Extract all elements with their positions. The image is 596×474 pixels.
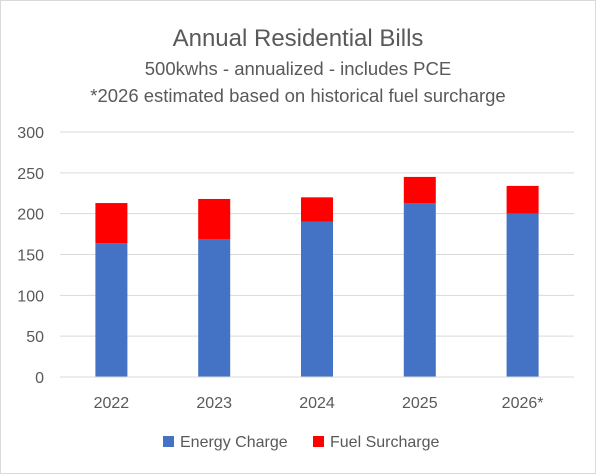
bar-fuel-surcharge-2026 (506, 185, 539, 214)
y-tick-label: 100 (17, 288, 44, 305)
y-tick-label: 250 (17, 166, 44, 183)
x-axis: 2022 2023 2024 2025 2026* (60, 376, 574, 412)
y-tick-label: 0 (35, 370, 44, 387)
chart-subtitle-line-1: 500kwhs - annualized - includes PCE (145, 58, 451, 79)
legend-item-fuel-surcharge: Fuel Surcharge (313, 434, 439, 451)
legend-swatch (163, 436, 174, 447)
chart-subtitle-line-2: *2026 estimated based on historical fuel… (90, 85, 505, 106)
bar-fuel-surcharge-2023 (198, 198, 231, 239)
bar-fuel-surcharge-2022 (95, 203, 128, 244)
bar-energy-charge-2022 (95, 243, 128, 377)
legend-swatch (313, 436, 324, 447)
y-tick-label: 200 (17, 207, 44, 224)
bar-energy-charge-2026 (506, 213, 539, 377)
bar-fuel-surcharge-2024 (301, 197, 333, 222)
y-tick-label: 300 (17, 125, 44, 142)
x-tick-label: 2024 (299, 395, 335, 412)
bar-fuel-surcharge-2025 (403, 176, 436, 204)
x-tick-label: 2023 (196, 395, 232, 412)
y-axis: 0 50 100 150 200 250 300 (17, 125, 44, 387)
bar-energy-charge-2024 (301, 221, 333, 377)
chart-title: Annual Residential Bills (173, 25, 424, 52)
x-tick-label: 2025 (402, 395, 438, 412)
y-tick-label: 50 (26, 329, 44, 346)
bar-energy-charge-2025 (403, 203, 436, 377)
legend: Energy Charge Fuel Surcharge (163, 434, 439, 451)
legend-label: Fuel Surcharge (330, 434, 439, 451)
y-tick-label: 150 (17, 248, 44, 265)
x-tick-label: 2022 (94, 395, 130, 412)
legend-item-energy-charge: Energy Charge (163, 434, 288, 451)
bars (95, 176, 539, 377)
x-tick-label: 2026* (502, 395, 544, 412)
legend-label: Energy Charge (180, 434, 288, 451)
bar-energy-charge-2023 (198, 238, 231, 377)
